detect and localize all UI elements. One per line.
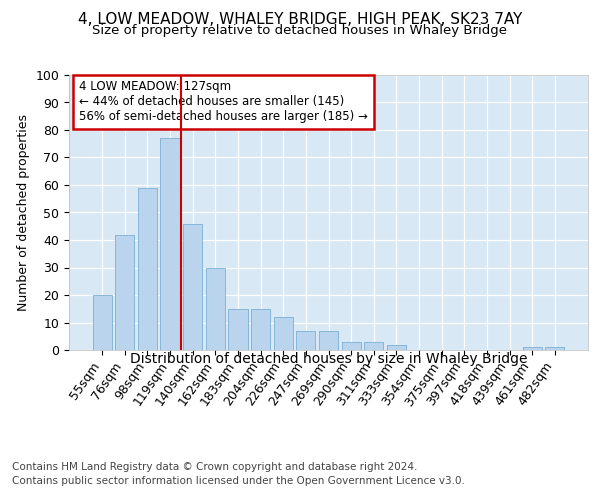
- Text: 4, LOW MEADOW, WHALEY BRIDGE, HIGH PEAK, SK23 7AY: 4, LOW MEADOW, WHALEY BRIDGE, HIGH PEAK,…: [78, 12, 522, 28]
- Bar: [274, 317, 293, 350]
- Text: 4 LOW MEADOW: 127sqm
← 44% of detached houses are smaller (145)
56% of semi-deta: 4 LOW MEADOW: 127sqm ← 44% of detached h…: [79, 80, 368, 124]
- Bar: [206, 268, 225, 350]
- Y-axis label: Number of detached properties: Number of detached properties: [17, 114, 30, 311]
- Bar: [364, 342, 383, 350]
- Bar: [319, 331, 338, 350]
- Bar: [115, 234, 134, 350]
- Bar: [251, 308, 270, 350]
- Bar: [523, 347, 542, 350]
- Bar: [229, 308, 248, 350]
- Bar: [92, 295, 112, 350]
- Text: Contains public sector information licensed under the Open Government Licence v3: Contains public sector information licen…: [12, 476, 465, 486]
- Bar: [296, 331, 316, 350]
- Bar: [341, 342, 361, 350]
- Bar: [160, 138, 180, 350]
- Text: Contains HM Land Registry data © Crown copyright and database right 2024.: Contains HM Land Registry data © Crown c…: [12, 462, 418, 472]
- Bar: [183, 224, 202, 350]
- Text: Size of property relative to detached houses in Whaley Bridge: Size of property relative to detached ho…: [92, 24, 508, 37]
- Text: Distribution of detached houses by size in Whaley Bridge: Distribution of detached houses by size …: [130, 352, 527, 366]
- Bar: [387, 344, 406, 350]
- Bar: [138, 188, 157, 350]
- Bar: [545, 347, 565, 350]
